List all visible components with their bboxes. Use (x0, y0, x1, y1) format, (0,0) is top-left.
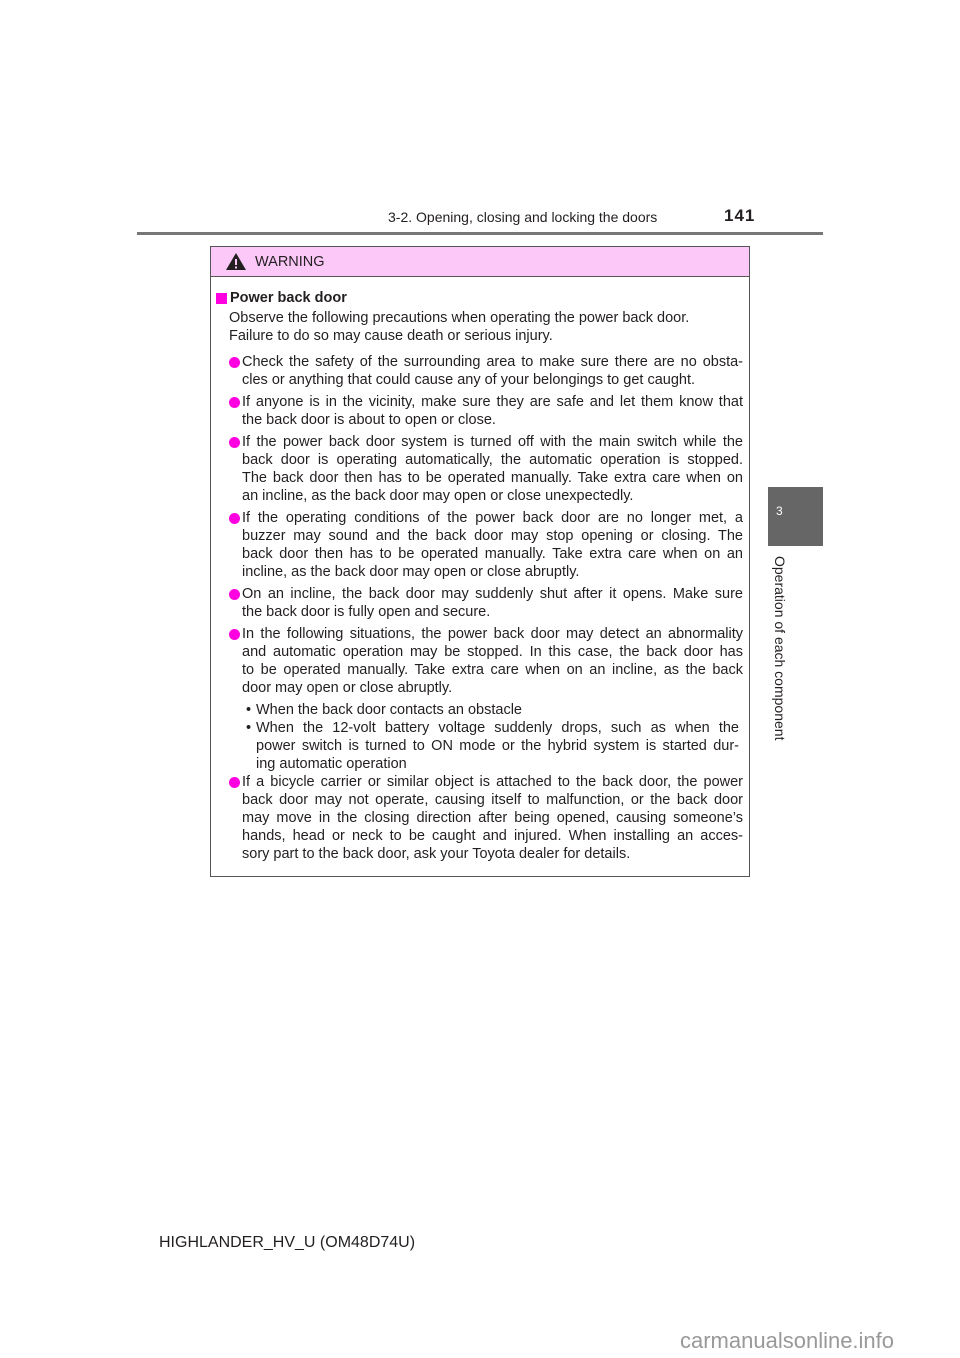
footer-model: HIGHLANDER_HV_U (OM48D74U) (159, 1234, 416, 1251)
round-bullet-icon (229, 397, 240, 408)
warning-header: WARNING (211, 247, 749, 277)
text-line: The back door then has to be operated ma… (242, 470, 743, 486)
text-line: incline, as the back door may open or cl… (242, 564, 580, 580)
text-line: sory part to the back door, ask your Toy… (242, 846, 631, 862)
text-line: buzzer may sound and the back door may s… (242, 528, 743, 544)
text-line: and automatic operation may be stopped. … (242, 644, 743, 660)
text-line: Observe the following precautions when o… (229, 310, 690, 326)
warning-triangle-icon (226, 253, 246, 270)
text-line: On an incline, the back door may suddenl… (242, 586, 743, 602)
text-line: the back door is fully open and secure. (242, 604, 491, 620)
section-title-text: Power back door (230, 290, 347, 306)
warning-box: WARNING Power back door Observe the foll… (210, 246, 750, 877)
text-line: If a bicycle carrier or similar object i… (242, 774, 743, 790)
text-line: door may open or close abruptly. (242, 680, 453, 696)
text-line: an incline, as the back door may open or… (242, 488, 634, 504)
text-line: to be operated manually. Take extra care… (242, 662, 743, 678)
round-bullet-icon (229, 437, 240, 448)
round-bullet-icon (229, 777, 240, 788)
section-title: Power back door (216, 290, 347, 306)
text-line: power switch is turned to ON mode or the… (256, 738, 739, 754)
chapter-label: Operation of each component (772, 556, 788, 741)
round-bullet-icon (229, 513, 240, 524)
text-line: back door then has to be operated manual… (242, 546, 743, 562)
page-number: 141 (724, 206, 756, 225)
text-line: If the operating conditions of the power… (242, 510, 743, 526)
round-bullet-icon (229, 589, 240, 600)
text-line: When the 12-volt battery voltage suddenl… (256, 720, 739, 736)
text-line: Failure to do so may cause death or seri… (229, 328, 553, 344)
text-line: the back door is about to open or close. (242, 412, 496, 428)
text-line: cles or anything that could cause any of… (242, 372, 696, 388)
text-line: If anyone is in the vicinity, make sure … (242, 394, 743, 410)
text-line: When the back door contacts an obstacle (256, 702, 522, 718)
watermark: carmanualsonline.info (680, 1328, 895, 1353)
sub-bullet-icon: • (246, 702, 252, 718)
chapter-tab[interactable]: 3 (768, 487, 823, 546)
sub-bullet-icon: • (246, 720, 252, 736)
text-line: Check the safety of the surrounding area… (242, 354, 743, 370)
text-line: hands, head or neck to be caught and inj… (242, 828, 743, 844)
round-bullet-icon (229, 357, 240, 368)
square-bullet-icon (216, 292, 227, 304)
text-line: back door may not operate, causing itsel… (242, 792, 743, 808)
text-line: back door is operating automatically, th… (242, 452, 743, 468)
text-line: may move in the closing direction after … (242, 810, 743, 826)
section-header: 3-2. Opening, closing and locking the do… (388, 209, 658, 225)
text-line: If the power back door system is turned … (242, 434, 743, 450)
header-rule (137, 232, 823, 235)
text-line: In the following situations, the power b… (242, 626, 743, 642)
text-line: ing automatic operation (256, 756, 407, 772)
warning-title: WARNING (255, 253, 325, 270)
round-bullet-icon (229, 629, 240, 640)
